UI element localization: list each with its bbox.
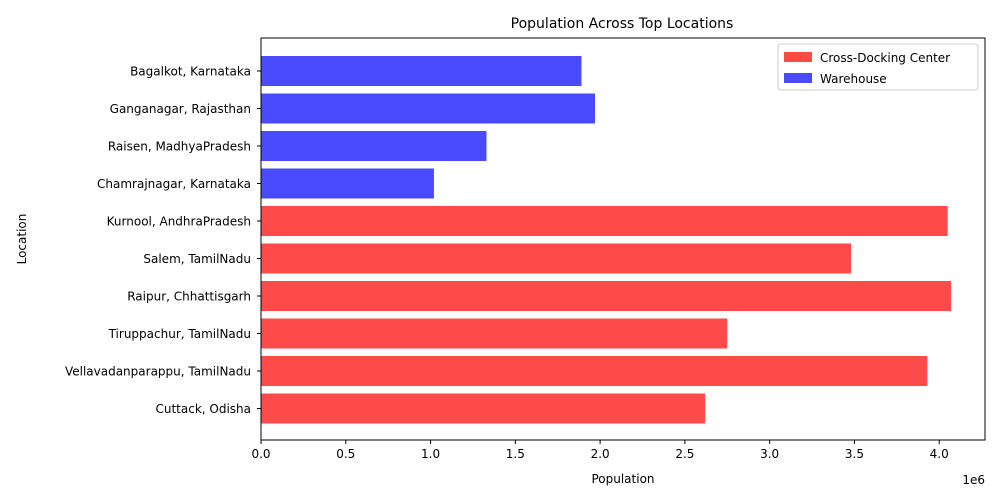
legend-swatch	[784, 73, 812, 83]
x-tick-label: 1.5	[506, 447, 525, 461]
y-tick-label: Tiruppachur, TamilNadu	[108, 327, 251, 341]
bars-layer	[261, 56, 952, 424]
y-tick-label: Ganganagar, Rajasthan	[110, 102, 251, 116]
y-tick-label: Vellavadanparappu, TamilNadu	[65, 365, 251, 379]
y-tick-label: Chamrajnagar, Karnataka	[97, 177, 251, 191]
bar	[261, 93, 596, 124]
bar	[261, 168, 434, 199]
y-tick-label: Salem, TamilNadu	[143, 252, 251, 266]
x-tick-label: 2.0	[591, 447, 610, 461]
bar	[261, 243, 852, 274]
x-axis-label: Population	[591, 472, 654, 486]
x-axis-offset-label: 1e6	[962, 473, 985, 487]
x-tick-label: 2.5	[675, 447, 694, 461]
x-tick-label: 3.0	[760, 447, 779, 461]
y-tick-label: Raisen, MadhyaPradesh	[108, 140, 251, 154]
x-tick-label: 0.5	[336, 447, 355, 461]
y-axis: Bagalkot, Karnataka Ganganagar, Rajasthan…	[65, 65, 261, 416]
bar	[261, 318, 728, 349]
chart-title: Population Across Top Locations	[511, 16, 734, 32]
y-tick-label: Cuttack, Odisha	[155, 402, 251, 416]
legend-box	[777, 43, 979, 91]
bar	[261, 56, 582, 86]
legend-swatch	[784, 52, 812, 62]
legend-label: Warehouse	[820, 72, 887, 86]
x-tick-label: 0.0	[251, 447, 270, 461]
x-tick-label: 3.5	[845, 447, 864, 461]
bar	[261, 393, 706, 424]
y-tick-label: Raipur, Chhattisgarh	[127, 290, 251, 304]
bar	[261, 281, 952, 311]
y-axis-label: Location	[15, 214, 29, 265]
x-axis: 0.0 0.5 1.0 1.5 2.0 2.5 3.0 3.5 4.0	[251, 440, 949, 461]
x-tick-label: 4.0	[930, 447, 949, 461]
x-tick-label: 1.0	[421, 447, 440, 461]
y-tick-label: Kurnool, AndhraPradesh	[107, 215, 251, 229]
bar	[261, 206, 948, 236]
plot-frame	[260, 37, 986, 441]
y-tick-label: Bagalkot, Karnataka	[130, 65, 251, 79]
legend: Cross-Docking Center Warehouse	[777, 43, 979, 91]
legend-label: Cross-Docking Center	[820, 51, 950, 65]
bar	[261, 356, 928, 386]
bar	[261, 131, 487, 161]
